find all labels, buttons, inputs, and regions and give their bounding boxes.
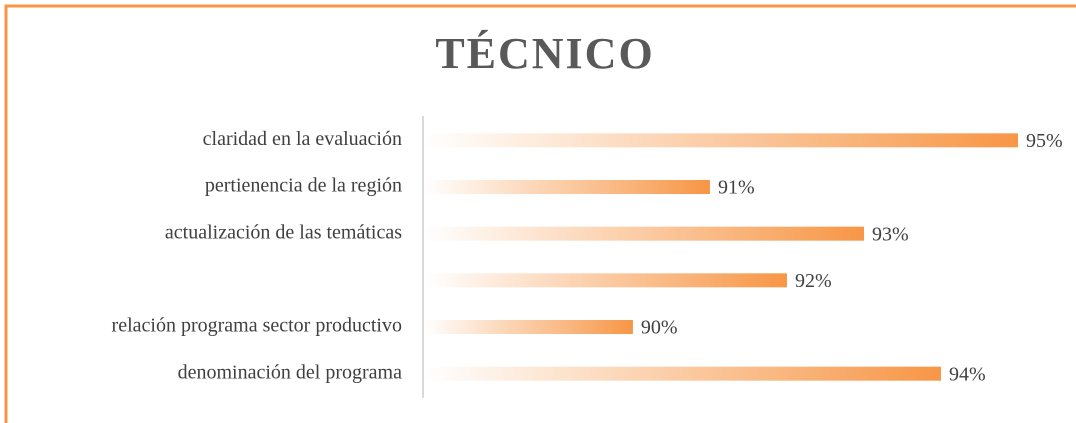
- category-label: relación programa sector productivo: [112, 315, 402, 337]
- bar: [425, 366, 941, 381]
- bar: [425, 226, 864, 241]
- value-label: 92%: [795, 270, 832, 292]
- value-label: 93%: [872, 223, 909, 245]
- category-label: actualización de las temáticas: [165, 221, 402, 243]
- bar: [425, 273, 787, 288]
- bar: [425, 320, 633, 334]
- category-label: claridad en la evaluación: [203, 128, 402, 150]
- category-label: pertienencia de la región: [205, 175, 402, 197]
- value-label: 95%: [1026, 130, 1063, 152]
- value-label: 91%: [718, 177, 755, 199]
- bar: [425, 180, 710, 194]
- bar: [425, 133, 1018, 148]
- chart-title: TÉCNICO: [435, 29, 654, 78]
- value-label: 90%: [641, 317, 678, 339]
- category-label: denominación del programa: [178, 361, 402, 383]
- value-label: 94%: [949, 363, 986, 385]
